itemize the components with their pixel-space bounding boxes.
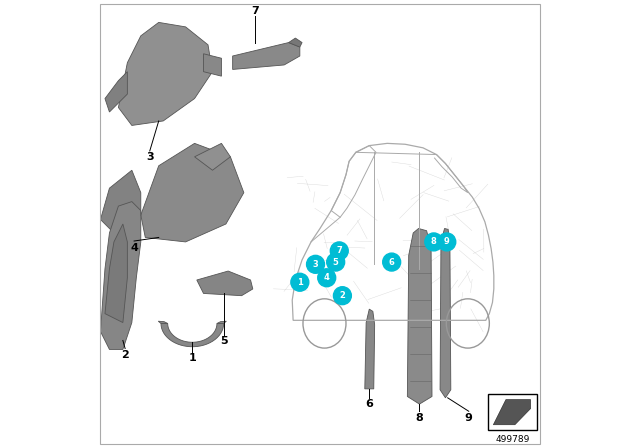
Circle shape bbox=[291, 273, 308, 291]
Text: 8: 8 bbox=[415, 413, 423, 422]
Text: 9: 9 bbox=[444, 237, 450, 246]
Polygon shape bbox=[118, 22, 212, 125]
Polygon shape bbox=[100, 202, 141, 349]
Text: 5: 5 bbox=[333, 258, 339, 267]
Text: 5: 5 bbox=[220, 336, 227, 346]
Polygon shape bbox=[493, 400, 531, 425]
Text: 1: 1 bbox=[297, 278, 303, 287]
Circle shape bbox=[438, 233, 456, 251]
Polygon shape bbox=[196, 271, 253, 296]
Circle shape bbox=[330, 242, 348, 260]
Polygon shape bbox=[195, 143, 230, 170]
Polygon shape bbox=[232, 43, 300, 69]
Polygon shape bbox=[365, 309, 374, 389]
Text: 2: 2 bbox=[339, 291, 346, 300]
Text: 8: 8 bbox=[431, 237, 436, 246]
Text: 6: 6 bbox=[365, 399, 373, 409]
Polygon shape bbox=[158, 321, 168, 323]
Circle shape bbox=[307, 255, 324, 273]
Circle shape bbox=[333, 287, 351, 305]
Text: 499789: 499789 bbox=[495, 435, 530, 444]
Text: 7: 7 bbox=[251, 6, 259, 16]
Text: 9: 9 bbox=[465, 413, 473, 422]
Polygon shape bbox=[440, 228, 451, 398]
Polygon shape bbox=[217, 321, 227, 323]
Text: 1: 1 bbox=[188, 353, 196, 363]
Polygon shape bbox=[105, 224, 127, 323]
Polygon shape bbox=[105, 72, 127, 112]
Polygon shape bbox=[407, 228, 432, 404]
Text: 6: 6 bbox=[388, 258, 395, 267]
Circle shape bbox=[326, 253, 344, 271]
FancyBboxPatch shape bbox=[488, 394, 538, 430]
Text: 7: 7 bbox=[337, 246, 342, 255]
Polygon shape bbox=[289, 38, 302, 47]
Polygon shape bbox=[161, 323, 224, 347]
Text: 4: 4 bbox=[130, 243, 138, 253]
Polygon shape bbox=[141, 143, 244, 242]
Circle shape bbox=[383, 253, 401, 271]
Text: 2: 2 bbox=[121, 350, 129, 360]
Circle shape bbox=[317, 269, 335, 287]
Circle shape bbox=[425, 233, 443, 251]
Text: 3: 3 bbox=[313, 260, 318, 269]
Text: 4: 4 bbox=[324, 273, 330, 282]
Text: 3: 3 bbox=[146, 152, 154, 162]
Polygon shape bbox=[100, 170, 141, 233]
Polygon shape bbox=[204, 54, 221, 76]
